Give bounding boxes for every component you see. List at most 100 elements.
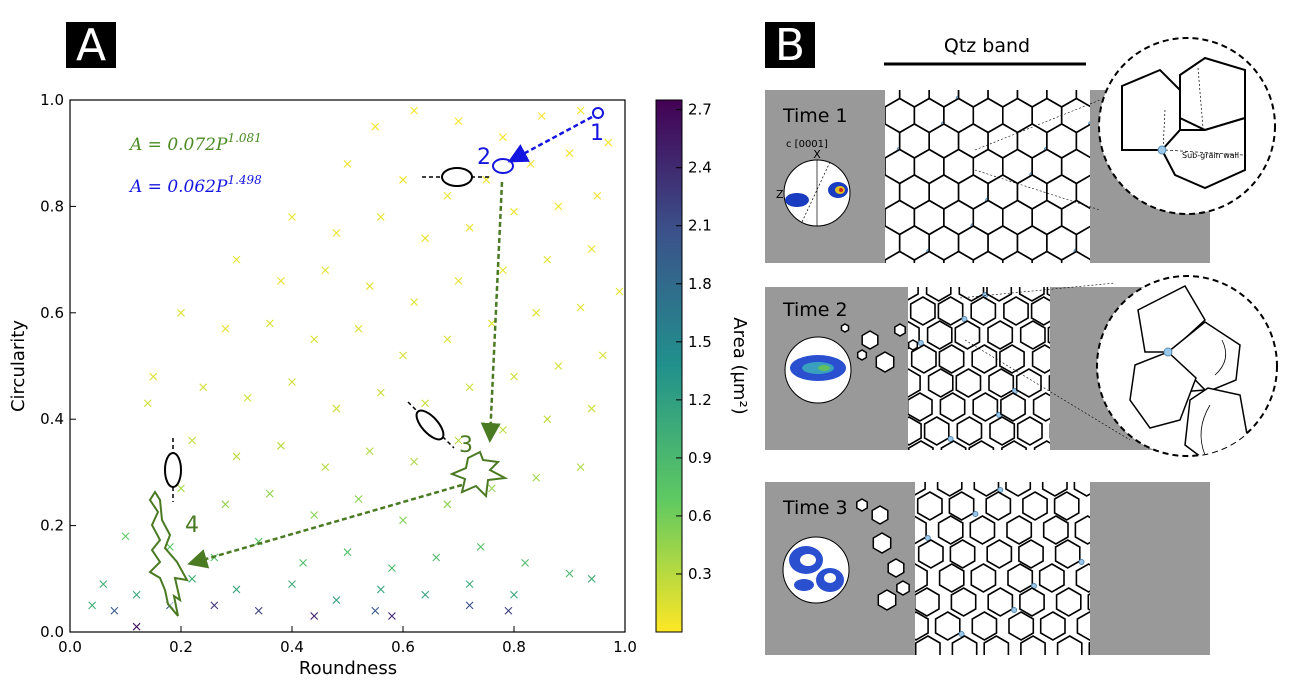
fluid-inclusion	[1059, 275, 1064, 280]
point	[454, 276, 463, 285]
grain	[908, 287, 919, 301]
loose-grain	[871, 505, 889, 525]
point	[149, 372, 158, 381]
grain	[1075, 225, 1090, 261]
panel-label-box	[765, 22, 815, 68]
loose-grains	[840, 323, 919, 611]
fluid-inclusion	[961, 316, 968, 322]
annotation-shapes	[148, 107, 604, 617]
grain	[908, 416, 922, 446]
loose-grain	[840, 323, 850, 333]
point	[499, 266, 507, 275]
grain	[983, 635, 1010, 655]
grain	[1053, 491, 1080, 521]
y-tick-label: 0.2	[40, 517, 64, 535]
grain-network	[885, 90, 1090, 280]
grain	[999, 344, 1025, 374]
equation-exponent: 1.498	[227, 173, 262, 187]
band-label: Qtz band	[944, 35, 1030, 57]
point	[88, 601, 97, 610]
fluid-inclusion	[917, 340, 924, 346]
point	[443, 500, 452, 509]
point	[177, 308, 185, 317]
point	[321, 266, 330, 275]
point	[410, 106, 418, 115]
grain	[1038, 563, 1065, 593]
point	[421, 590, 430, 599]
colorbar-tick-label: 1.8	[688, 275, 712, 293]
grain	[989, 416, 1016, 446]
grain	[1088, 641, 1090, 655]
point	[388, 564, 396, 573]
point	[432, 553, 441, 562]
x-tick-label: 0.6	[391, 638, 415, 656]
point	[371, 122, 380, 131]
grain	[1006, 515, 1033, 545]
loose-grain	[856, 349, 868, 361]
point	[365, 447, 374, 456]
grain	[1087, 593, 1090, 611]
grain	[1075, 563, 1090, 593]
point	[365, 282, 374, 291]
point	[410, 457, 418, 466]
point	[254, 606, 263, 615]
grain	[988, 368, 1015, 398]
loose-grain	[877, 589, 897, 611]
grain	[969, 515, 996, 545]
grain	[1015, 368, 1042, 398]
point	[232, 255, 241, 264]
grain	[885, 250, 916, 263]
point	[587, 245, 596, 253]
loose-grain	[875, 351, 895, 373]
point	[399, 516, 407, 525]
fluid-inclusion	[972, 511, 979, 517]
step-label: 2	[477, 145, 491, 170]
point	[510, 372, 518, 381]
point	[376, 388, 385, 397]
point	[504, 606, 513, 615]
loose-grain	[861, 330, 879, 350]
grain	[986, 287, 1013, 302]
grain	[954, 320, 981, 350]
loose-grain	[896, 580, 910, 596]
point	[277, 441, 285, 450]
grain	[908, 440, 934, 450]
colorbar-tick-label: 0.3	[688, 565, 712, 583]
grain	[1001, 440, 1027, 450]
point	[199, 383, 208, 392]
y-tick-label: 0.8	[40, 197, 64, 215]
point	[376, 585, 385, 594]
point	[526, 159, 535, 168]
axis-c-label: c [0001]	[786, 139, 828, 150]
point	[576, 303, 585, 312]
grain	[1031, 344, 1050, 374]
grain-network	[908, 287, 1050, 450]
point	[510, 207, 518, 216]
grain	[885, 90, 901, 108]
fluid-inclusion	[912, 275, 917, 280]
point	[604, 138, 613, 147]
y-tick-label: 0.0	[40, 623, 64, 641]
grain	[938, 344, 965, 374]
x-tick-label: 0.2	[169, 638, 193, 656]
inset-label: Sub-grain wall	[1182, 151, 1239, 160]
point	[598, 351, 607, 360]
point	[332, 596, 341, 604]
point	[421, 234, 430, 243]
point	[310, 335, 319, 344]
point	[565, 149, 574, 158]
grain	[956, 416, 983, 446]
point	[465, 601, 474, 610]
grain	[1048, 374, 1050, 392]
point	[177, 484, 185, 493]
grain	[1019, 320, 1046, 350]
point	[476, 542, 485, 551]
x-tick-label: 0.0	[58, 638, 82, 656]
grain	[1047, 326, 1050, 344]
grain	[937, 515, 964, 545]
grain	[950, 587, 977, 617]
loose-grain	[894, 323, 906, 337]
point	[587, 574, 596, 583]
grain	[1016, 416, 1043, 446]
